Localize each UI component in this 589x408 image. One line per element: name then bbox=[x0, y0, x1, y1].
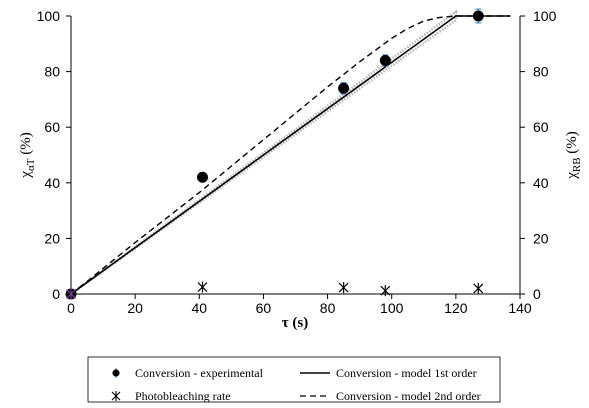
y-left-tick-label: 20 bbox=[44, 230, 60, 246]
legend-item-experimental: Conversion - experimental bbox=[112, 366, 264, 380]
series-layer bbox=[70, 15, 511, 295]
legend-label-model-1st: Conversion - model 1st order bbox=[336, 366, 477, 380]
y-right-tick-label: 0 bbox=[533, 286, 541, 302]
y-right-main: χ bbox=[564, 172, 580, 180]
experimental-point bbox=[472, 10, 484, 22]
y-right-sub: RB bbox=[571, 157, 583, 172]
experimental-point bbox=[338, 82, 350, 94]
y-left-tick-label: 80 bbox=[44, 64, 60, 80]
x-tick-label: 60 bbox=[256, 300, 272, 316]
photobleaching-point bbox=[380, 285, 391, 297]
legend-label-photobleaching: Photobleaching rate bbox=[135, 389, 231, 403]
markers-layer bbox=[65, 8, 484, 300]
y-right-tick-label: 20 bbox=[533, 230, 549, 246]
y-right-suffix: (%) bbox=[564, 131, 580, 157]
legend-item-model-1st: Conversion - model 1st order bbox=[300, 366, 477, 380]
legend-label-model-2nd: Conversion - model 2nd order bbox=[336, 389, 481, 403]
y-axis-right-label: χRB (%) bbox=[564, 131, 583, 180]
x-tick-label: 140 bbox=[508, 300, 532, 316]
photobleaching-point bbox=[473, 282, 484, 294]
x-tick-label: 40 bbox=[191, 300, 207, 316]
legend-label-experimental: Conversion - experimental bbox=[135, 366, 264, 380]
legend-box bbox=[87, 356, 501, 403]
y-right-tick-label: 60 bbox=[533, 119, 549, 135]
y-left-tick-label: 60 bbox=[44, 119, 60, 135]
x-tick-label: 80 bbox=[320, 300, 336, 316]
photobleaching-point bbox=[338, 282, 349, 294]
y-left-sub: αT bbox=[25, 158, 37, 171]
y-right-tick-label: 80 bbox=[533, 64, 549, 80]
y-axis-left-label: χαT (%) bbox=[18, 132, 37, 178]
y-left-tick-label: 40 bbox=[44, 175, 60, 191]
y-left-tick-label: 100 bbox=[37, 8, 61, 24]
photobleaching-point bbox=[66, 288, 76, 300]
x-axis-label: τ (s) bbox=[282, 315, 309, 331]
plot-area bbox=[70, 16, 521, 295]
x-tick-label: 0 bbox=[67, 300, 75, 316]
y-right-tick-label: 40 bbox=[533, 175, 549, 191]
x-tick-label: 120 bbox=[444, 300, 468, 316]
x-tick-label: 100 bbox=[380, 300, 404, 316]
photobleaching-point bbox=[197, 281, 208, 293]
legend-marker-experimental bbox=[112, 369, 120, 377]
experimental-point bbox=[196, 171, 208, 183]
y-right-tick-label: 100 bbox=[533, 8, 557, 24]
series-line-model-1st-order bbox=[70, 15, 511, 295]
series-line-model-2nd-order bbox=[70, 15, 511, 295]
legend-item-model-2nd: Conversion - model 2nd order bbox=[300, 389, 481, 403]
x-tick-label: 20 bbox=[127, 300, 143, 316]
y-left-main: χ bbox=[18, 171, 34, 179]
legend: Conversion - experimental Conversion - m… bbox=[87, 356, 501, 403]
experimental-point bbox=[379, 54, 391, 66]
y-left-tick-label: 0 bbox=[52, 286, 60, 302]
legend-item-photobleaching: Photobleaching rate bbox=[111, 389, 231, 403]
y-left-suffix: (%) bbox=[18, 132, 34, 158]
legend-marker-photobleaching bbox=[111, 391, 121, 401]
